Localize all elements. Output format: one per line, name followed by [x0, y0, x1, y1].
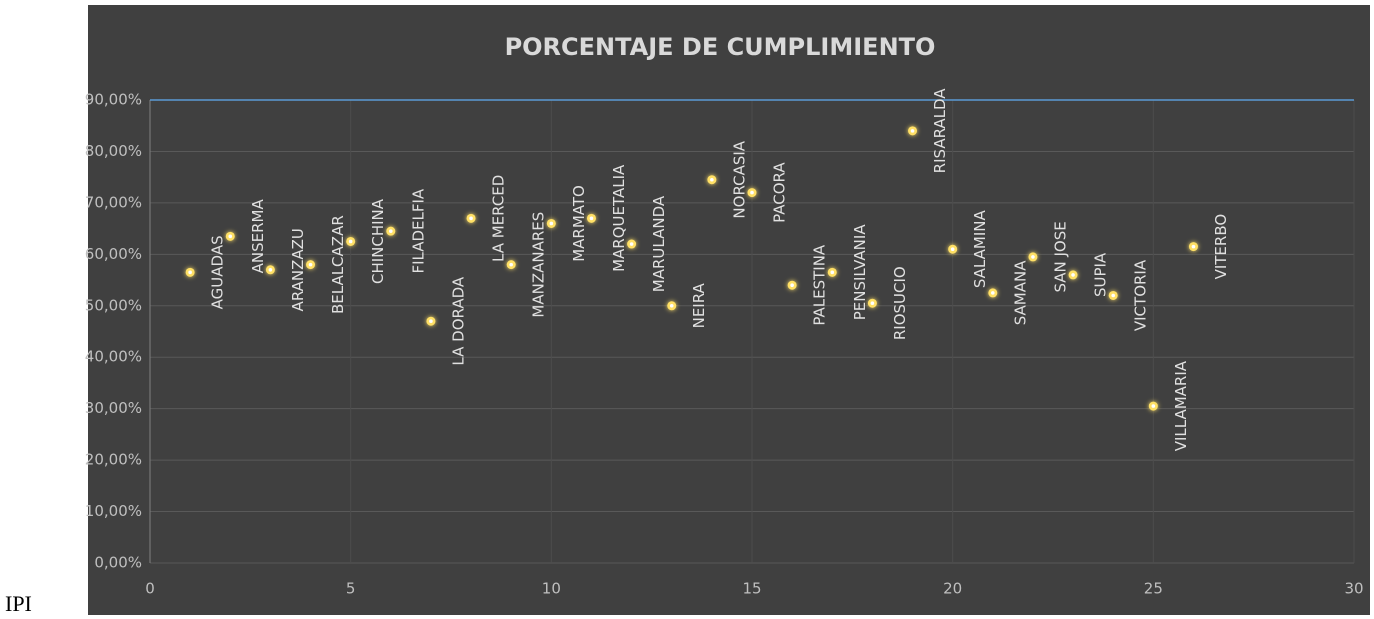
point-label: PACORA	[771, 162, 789, 223]
x-tick-label: 20	[943, 580, 962, 598]
y-tick-label: 80,00%	[85, 142, 142, 160]
point-highlight	[1071, 273, 1075, 277]
point-label: VICTORIA	[1132, 259, 1150, 331]
point-label: NEIRA	[690, 282, 708, 328]
point-label: MANZANARES	[530, 212, 548, 318]
caption: IPI	[5, 591, 32, 616]
point-highlight	[348, 239, 353, 244]
point-label: ARANZAZU	[289, 228, 307, 311]
y-tick-label: 70,00%	[85, 193, 142, 211]
point-highlight	[188, 270, 192, 275]
point-label: SUPIA	[1092, 252, 1110, 297]
point-label: MARQUETALIA	[610, 164, 628, 272]
point-highlight	[389, 229, 393, 233]
point-highlight	[950, 247, 955, 251]
point-label: SAN JOSE	[1051, 221, 1069, 292]
point-highlight	[1191, 244, 1196, 249]
point-label: AGUADAS	[209, 235, 227, 309]
point-label: ANSERMA	[249, 199, 267, 274]
y-tick-label: 60,00%	[85, 245, 142, 263]
point-highlight	[910, 129, 915, 133]
point-highlight	[228, 234, 233, 239]
x-tick-label: 30	[1344, 580, 1363, 598]
y-tick-label: 10,00%	[85, 502, 142, 520]
chart-background	[88, 5, 1370, 615]
x-tick-label: 10	[542, 580, 561, 598]
point-label: FILADELFIA	[409, 188, 427, 273]
point-highlight	[429, 319, 433, 324]
point-highlight	[549, 221, 554, 226]
y-tick-label: 50,00%	[85, 296, 142, 314]
point-label: RISARALDA	[931, 88, 949, 174]
point-highlight	[509, 262, 513, 267]
point-highlight	[1111, 293, 1115, 298]
point-label: PALESTINA	[811, 244, 829, 326]
point-highlight	[669, 303, 674, 308]
point-label: NORCASIA	[730, 140, 748, 218]
point-label: CHINCHINA	[369, 198, 387, 284]
point-highlight	[629, 242, 634, 246]
point-highlight	[308, 262, 313, 267]
point-label: SAMANA	[1011, 260, 1029, 325]
x-tick-label: 0	[145, 580, 155, 598]
point-label: BELALCAZAR	[329, 215, 347, 314]
x-tick-label: 15	[742, 580, 761, 598]
point-label: MARMATO	[570, 185, 588, 262]
point-highlight	[268, 267, 273, 272]
point-label: LA MERCED	[490, 175, 508, 262]
point-highlight	[710, 177, 714, 182]
point-highlight	[830, 270, 835, 275]
x-tick-label: 25	[1144, 580, 1163, 598]
y-tick-label: 40,00%	[85, 348, 142, 366]
point-label: RIOSUCIO	[891, 266, 909, 340]
point-highlight	[1151, 404, 1156, 408]
point-label: LA DORADA	[449, 276, 467, 365]
y-tick-label: 90,00%	[85, 91, 142, 109]
point-highlight	[991, 291, 995, 295]
y-tick-label: 20,00%	[85, 451, 142, 469]
point-highlight	[1031, 255, 1035, 259]
x-tick-label: 5	[346, 580, 356, 598]
point-label: VITERBO	[1212, 214, 1230, 280]
y-tick-label: 30,00%	[85, 399, 142, 417]
point-highlight	[469, 216, 473, 221]
point-highlight	[870, 301, 875, 306]
point-label: VILLAMARIA	[1172, 360, 1190, 451]
chart-title: PORCENTAJE DE CUMPLIMIENTO	[505, 33, 936, 61]
point-highlight	[750, 190, 754, 195]
point-highlight	[589, 216, 594, 221]
point-label: SALAMINA	[971, 210, 989, 289]
point-label: MARULANDA	[650, 195, 668, 292]
point-highlight	[790, 283, 794, 288]
point-label: PENSILVANIA	[851, 224, 869, 321]
y-tick-label: 0,00%	[94, 554, 142, 572]
